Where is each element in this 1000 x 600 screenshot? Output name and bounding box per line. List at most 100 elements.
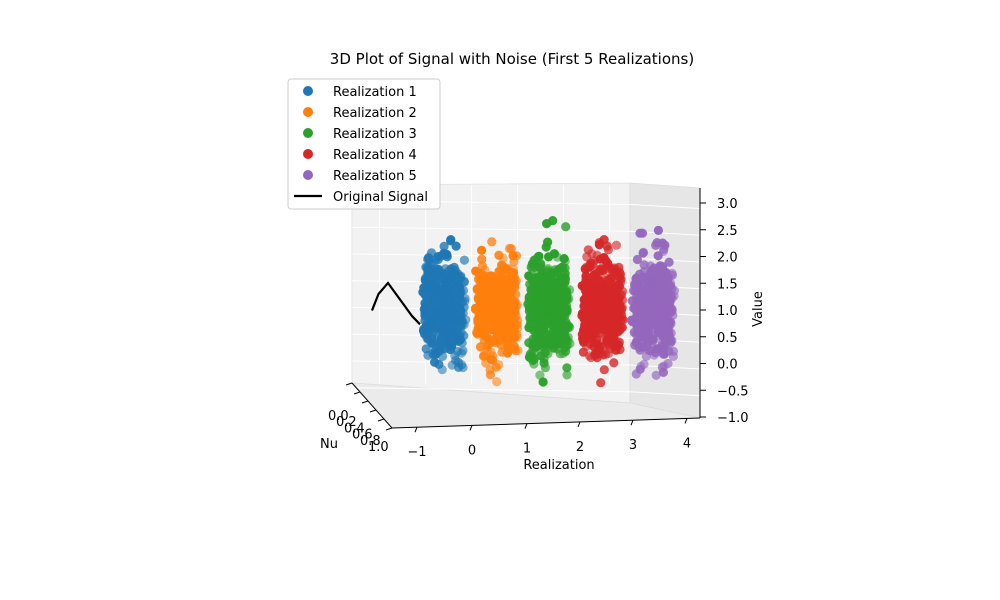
data-point xyxy=(631,369,641,379)
data-point xyxy=(650,311,660,321)
data-point xyxy=(482,342,492,352)
data-point xyxy=(551,289,561,299)
data-point xyxy=(457,338,467,348)
grid-line-z-side xyxy=(629,204,701,209)
data-point xyxy=(603,245,613,255)
y-tick-label: 0.6 xyxy=(352,428,373,443)
x-axis-label: Realization xyxy=(523,458,594,473)
data-point xyxy=(664,281,675,291)
y-tick-mark xyxy=(385,427,393,431)
data-point xyxy=(594,240,605,250)
data-point xyxy=(475,342,485,352)
y-tick-label: 1.0 xyxy=(368,440,389,455)
data-point xyxy=(437,334,447,344)
data-point xyxy=(632,254,643,265)
data-point xyxy=(557,308,568,319)
grid-line-z xyxy=(351,226,631,232)
data-point xyxy=(536,262,546,273)
data-point xyxy=(618,315,629,325)
data-point xyxy=(529,286,539,296)
data-point xyxy=(539,273,549,283)
data-point xyxy=(562,363,572,373)
data-point xyxy=(664,257,674,267)
data-point xyxy=(666,335,676,345)
data-point xyxy=(510,306,520,316)
data-point xyxy=(540,331,550,341)
data-point xyxy=(557,301,567,311)
data-point xyxy=(486,292,497,302)
x-tick-label: 0 xyxy=(468,443,476,458)
legend-marker-3 xyxy=(303,128,313,138)
z-tick-label: 1.0 xyxy=(717,304,738,319)
data-point xyxy=(611,321,622,331)
data-point xyxy=(473,293,483,303)
x-tick-label: 3 xyxy=(629,438,637,453)
x-tick-mark xyxy=(524,423,528,429)
data-point xyxy=(632,321,642,331)
data-point xyxy=(613,297,623,308)
data-point xyxy=(482,303,492,314)
data-point xyxy=(499,297,509,307)
data-point xyxy=(630,279,640,289)
y-tick-mark xyxy=(353,391,361,395)
data-point xyxy=(667,270,678,280)
data-point xyxy=(529,325,539,335)
data-point xyxy=(456,315,466,325)
x-tick-label: −1 xyxy=(407,445,426,460)
data-point xyxy=(432,273,442,283)
data-point xyxy=(437,365,447,375)
legend: Realization 1 Realization 2 Realization 3 R… xyxy=(287,78,441,210)
legend-label-2: Realization 2 xyxy=(333,106,417,121)
data-point xyxy=(527,264,537,274)
data-point xyxy=(639,359,649,369)
data-point xyxy=(565,322,575,332)
data-point xyxy=(595,342,605,352)
data-point xyxy=(540,297,550,307)
data-point xyxy=(549,249,560,259)
data-point xyxy=(474,315,484,325)
data-point xyxy=(529,255,539,265)
y-tick-label: 0.0 xyxy=(328,409,349,424)
data-point xyxy=(638,247,649,257)
data-point xyxy=(427,314,437,324)
data-point xyxy=(635,345,645,355)
chart-title: 3D Plot of Signal with Noise (First 5 Re… xyxy=(330,50,694,68)
data-point xyxy=(553,339,563,349)
data-point xyxy=(553,330,564,341)
legend-label-signal: Original Signal xyxy=(333,190,428,205)
data-point xyxy=(666,307,676,317)
data-point xyxy=(548,216,558,226)
x-tick-mark xyxy=(414,427,418,433)
data-point xyxy=(423,350,433,360)
data-point xyxy=(596,316,606,327)
data-point xyxy=(655,299,665,309)
data-point xyxy=(543,263,553,274)
series-1 xyxy=(418,235,471,375)
data-point xyxy=(562,341,572,351)
data-point xyxy=(501,264,511,274)
data-point xyxy=(606,314,616,324)
data-point xyxy=(561,222,571,232)
legend-label-5: Realization 5 xyxy=(333,169,417,184)
z-axis-ticks: −1.0 −0.5 0.0 0.5 1.0 1.5 2.0 2.5 3.0 xyxy=(700,197,749,426)
x-tick-mark xyxy=(577,421,581,428)
y-tick-mark xyxy=(377,418,385,422)
z-axis-label: Value xyxy=(751,291,766,327)
data-point xyxy=(658,367,669,377)
data-point xyxy=(496,310,507,320)
data-point xyxy=(491,362,501,372)
x-tick-label: 2 xyxy=(576,440,584,455)
data-point xyxy=(578,347,589,357)
data-point xyxy=(562,370,572,380)
data-point xyxy=(639,300,649,310)
x-tick-label: 1 xyxy=(523,442,531,457)
x-tick-mark xyxy=(684,418,688,424)
data-point xyxy=(565,285,575,295)
grid-line-z-side xyxy=(629,391,701,397)
data-point xyxy=(452,295,462,305)
data-point xyxy=(595,254,605,264)
y-tick-label: 0.8 xyxy=(360,434,381,449)
data-point xyxy=(435,342,445,352)
data-point xyxy=(511,346,521,356)
data-point xyxy=(543,237,553,247)
